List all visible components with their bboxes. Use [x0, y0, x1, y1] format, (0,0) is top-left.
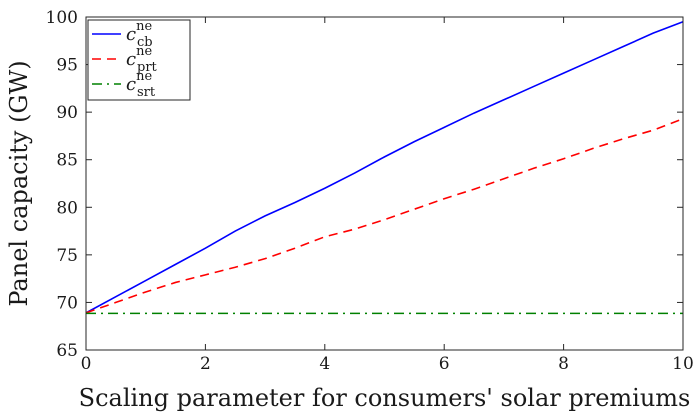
series-line-prt: [85, 118, 684, 314]
x-tick-label: 6: [439, 354, 450, 374]
series-layer: [85, 21, 684, 315]
x-tick-label: 0: [81, 354, 92, 374]
x-tick-label: 8: [558, 354, 569, 374]
legend-label-prt: cne prt: [126, 44, 158, 75]
y-axis-title: Panel capacity (GW): [5, 60, 33, 306]
x-axis-title: Scaling parameter for consumers' solar p…: [79, 384, 691, 412]
x-tick-label: 2: [200, 354, 211, 374]
legend-label-srt: cne srt: [126, 69, 156, 100]
ticks-layer: 0 2 4 6 8 10 65 70 75 80 85 90 95 100: [46, 8, 693, 374]
y-tick-label: 90: [56, 103, 78, 123]
legend-label-cb: cne cb: [126, 19, 153, 50]
y-tick-label: 95: [56, 56, 78, 76]
plot-frame: [85, 16, 684, 351]
y-tick-label: 65: [56, 341, 78, 361]
y-tick-label: 80: [56, 198, 78, 218]
x-tick-label: 4: [319, 354, 330, 374]
y-tick-label: 70: [56, 293, 78, 313]
series-line-cb: [85, 21, 684, 314]
y-tick-label: 75: [56, 246, 78, 266]
y-tick-label: 100: [46, 8, 78, 28]
x-tick-label: 10: [672, 354, 693, 374]
y-tick-label: 85: [56, 151, 78, 171]
